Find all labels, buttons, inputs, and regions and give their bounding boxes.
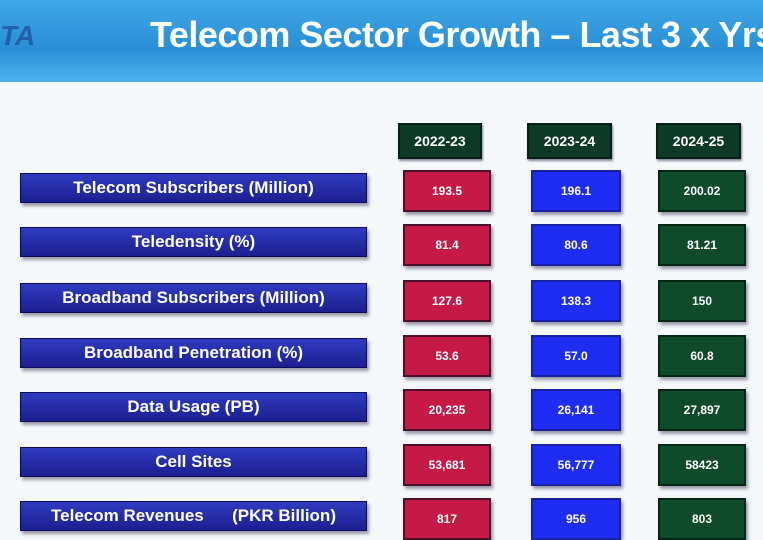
value-cell: 60.8 <box>658 335 746 377</box>
value-cell: 138.3 <box>531 280 621 322</box>
value-cell: 53.6 <box>403 335 491 377</box>
value-cell: 81.4 <box>403 224 491 266</box>
row-label: Telecom Revenues (PKR Billion) <box>20 501 367 531</box>
value-cell: 127.6 <box>403 280 491 322</box>
value-cell: 150 <box>658 280 746 322</box>
value-cell: 196.1 <box>531 170 621 212</box>
value-cell: 193.5 <box>403 170 491 212</box>
value-cell: 81.21 <box>658 224 746 266</box>
value-cell: 26,141 <box>531 389 621 431</box>
value-cell: 956 <box>531 498 621 540</box>
value-cell: 200.02 <box>658 170 746 212</box>
value-cell: 56,777 <box>531 444 621 486</box>
value-cell: 58423 <box>658 444 746 486</box>
year-header: 2022-23 <box>398 123 482 159</box>
row-label: Broadband Penetration (%) <box>20 338 367 368</box>
row-label: Teledensity (%) <box>20 227 367 257</box>
value-cell: 57.0 <box>531 335 621 377</box>
year-header: 2024-25 <box>656 123 741 159</box>
value-cell: 817 <box>403 498 491 540</box>
row-label: Cell Sites <box>20 447 367 477</box>
value-cell: 53,681 <box>403 444 491 486</box>
value-cell: 20,235 <box>403 389 491 431</box>
value-cell: 27,897 <box>658 389 746 431</box>
row-label: Telecom Subscribers (Million) <box>20 173 367 203</box>
value-cell: 803 <box>658 498 746 540</box>
title-banner: TA Telecom Sector Growth – Last 3 x Yrs <box>0 0 763 82</box>
row-label: Broadband Subscribers (Million) <box>20 283 367 313</box>
row-label: Data Usage (PB) <box>20 392 367 422</box>
page-title: Telecom Sector Growth – Last 3 x Yrs <box>150 14 763 55</box>
pta-logo: TA <box>0 20 36 51</box>
value-cell: 80.6 <box>531 224 621 266</box>
year-header: 2023-24 <box>527 123 612 159</box>
